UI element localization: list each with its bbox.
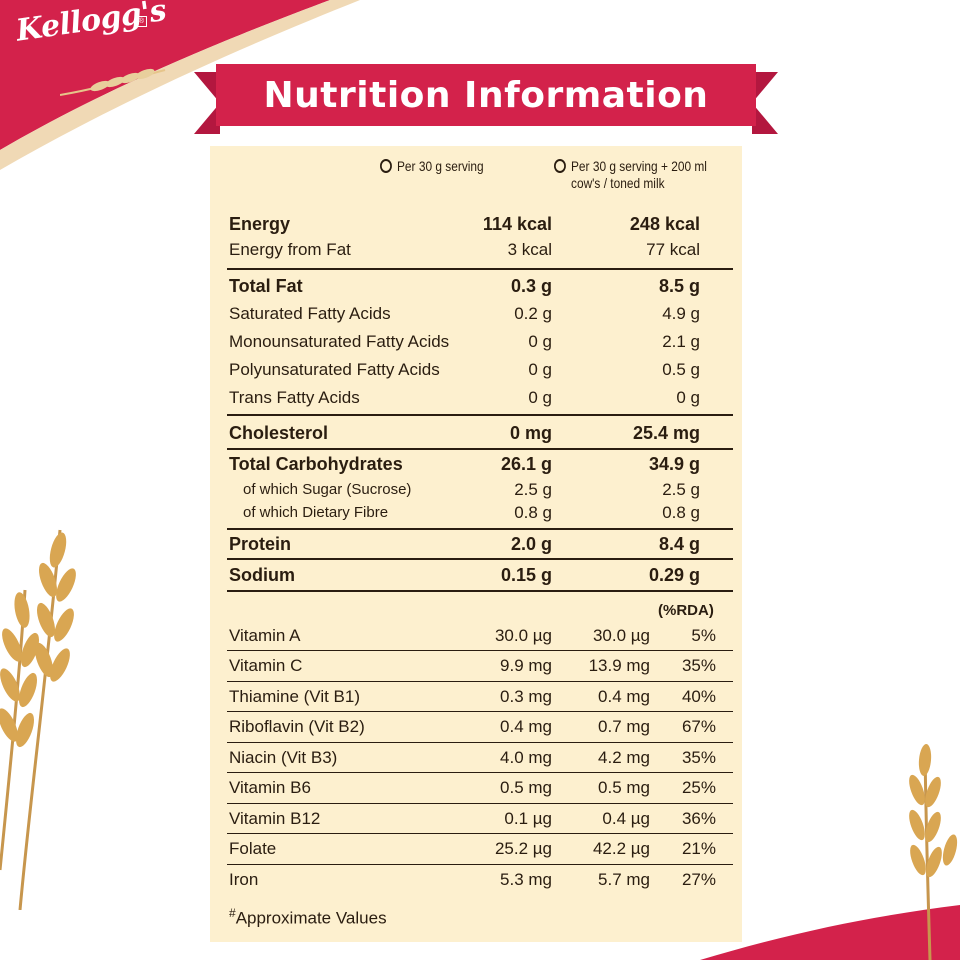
divider [227,590,733,592]
table-row: Total Fat 0.3 g 8.5 g [229,276,700,296]
title-banner: Nutrition Information [194,60,778,134]
table-row: Folate 25.2 µg 42.2 µg 21% [229,839,716,858]
divider [227,448,733,450]
divider [227,833,733,834]
table-row: Cholesterol 0 mg 25.4 mg [229,423,700,443]
table-row: Sodium 0.15 g 0.29 g [229,565,700,585]
table-row: Trans Fatty Acids 0 g 0 g [229,388,700,407]
table-row: Riboflavin (Vit B2) 0.4 mg 0.7 mg 67% [229,717,716,736]
wheat-icon-left [0,529,76,910]
divider [227,414,733,416]
table-row: Iron 5.3 mg 5.7 mg 27% [229,870,716,889]
table-row: Vitamin B6 0.5 mg 0.5 mg 25% [229,778,716,797]
column-header-per-serving: Per 30 g serving [380,158,484,175]
divider [227,558,733,560]
banner-body: Nutrition Information [216,64,756,126]
table-row: Vitamin C 9.9 mg 13.9 mg 35% [229,656,716,675]
table-row: Polyunsaturated Fatty Acids 0 g 0.5 g [229,360,700,379]
divider [227,268,733,270]
table-row: Monounsaturated Fatty Acids 0 g 2.1 g [229,332,700,351]
registered-mark: ® [136,16,147,27]
divider [227,650,733,651]
page-title: Nutrition Information [263,74,709,116]
divider [227,711,733,712]
table-row: Vitamin A 30.0 µg 30.0 µg 5% [229,626,716,645]
divider [227,772,733,773]
nutrition-panel: Per 30 g serving Per 30 g serving + 200 … [210,146,742,942]
divider [227,803,733,804]
divider [227,528,733,530]
table-row: Saturated Fatty Acids 0.2 g 4.9 g [229,304,700,323]
divider [227,864,733,865]
footnote: #Approximate Values [229,906,387,928]
column-header-with-milk: Per 30 g serving + 200 ml cow's / toned … [554,158,707,192]
table-row: Energy from Fat 3 kcal 77 kcal [229,240,700,259]
table-row: Protein 2.0 g 8.4 g [229,534,700,554]
banner-ribbon-left [194,72,220,134]
table-row: of which Sugar (Sucrose) 2.5 g 2.5 g [243,480,700,499]
table-row: Thiamine (Vit B1) 0.3 mg 0.4 mg 40% [229,687,716,706]
table-row: Niacin (Vit B3) 4.0 mg 4.2 mg 35% [229,748,716,767]
banner-ribbon-right [752,72,778,134]
rda-header: (%RDA) [658,602,714,619]
divider [227,742,733,743]
divider [227,681,733,682]
wheat-icon-top [60,68,166,96]
wheat-icon-right [909,744,958,960]
table-row: Energy 114 kcal 248 kcal [229,214,700,234]
radio-icon [554,159,566,173]
table-row: Vitamin B12 0.1 µg 0.4 µg 36% [229,809,716,828]
radio-icon [380,159,392,173]
table-row: Total Carbohydrates 26.1 g 34.9 g [229,454,700,474]
table-row: of which Dietary Fibre 0.8 g 0.8 g [243,503,700,522]
